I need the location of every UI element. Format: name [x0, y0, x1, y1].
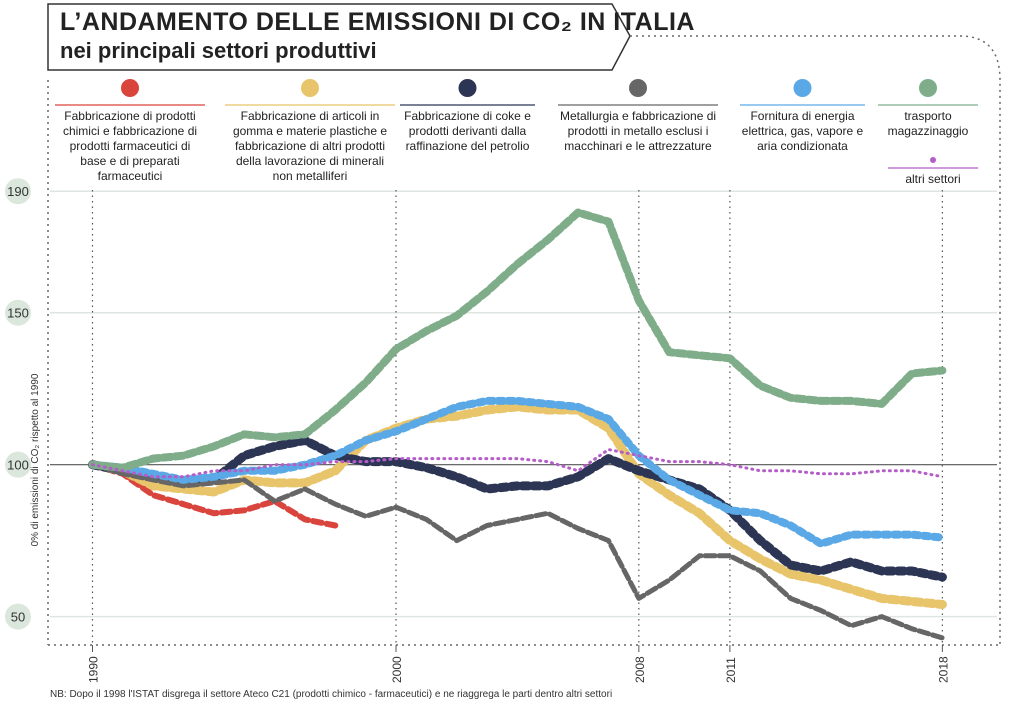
- y-tick-badge: [5, 451, 31, 478]
- legend-icon: [793, 79, 812, 97]
- x-tick-label: 2018: [936, 656, 950, 683]
- legend-label: altri settori: [905, 172, 961, 186]
- title-box: [47, 3, 631, 71]
- x-tick-label: 2011: [724, 657, 738, 683]
- series-line: [88, 435, 947, 582]
- legend-icon: [930, 157, 936, 163]
- x-tick-label: 2000: [390, 656, 404, 683]
- legend-icon: [919, 79, 937, 97]
- y-tick-badge: [5, 603, 31, 630]
- y-tick-label: 50: [11, 610, 25, 625]
- legend-icon: [629, 79, 647, 97]
- x-tick-label: 1990: [86, 656, 100, 683]
- legend-label: Fornitura di energia elettrica, gas, vap…: [741, 109, 864, 153]
- y-tick-label: 100: [7, 458, 29, 473]
- series-line: [90, 462, 945, 641]
- legend-label: Metallurgia e fabbricazione di prodotti …: [559, 109, 717, 153]
- y-tick-label: 150: [7, 306, 29, 321]
- legend-label: trasporto magazzinaggio: [887, 109, 969, 138]
- legend-icon: [301, 79, 319, 97]
- y-tick-label: 190: [7, 184, 29, 199]
- y-tick-badge: [5, 178, 31, 205]
- legend-icon: [121, 79, 139, 97]
- series-line: [91, 448, 944, 479]
- chart-title: L’ANDAMENTO DELLE EMISSIONI DI CO₂ IN IT…: [60, 8, 695, 36]
- y-axis-label: 0% di emissioni di CO₂ rispetto al 1990: [30, 373, 41, 546]
- note: NB: Dopo il 1998 l'ISTAT disgrega il set…: [50, 689, 613, 700]
- legend-label: Fabbricazione di prodotti chimici e fabb…: [62, 109, 198, 183]
- series-line: [89, 461, 339, 529]
- frame-line: [630, 35, 1001, 645]
- x-tick-label: 2008: [633, 656, 647, 683]
- legend-label: Fabbricazione di articoli in gomma e mat…: [232, 109, 388, 183]
- y-tick-badge: [5, 299, 31, 326]
- chart-subtitle: nei principali settori produttivi: [60, 38, 377, 63]
- series-line: [88, 402, 947, 609]
- series-line: [88, 208, 947, 472]
- legend-label: Fabbricazione di coke e prodotti derivan…: [404, 109, 531, 153]
- legend-icon: [458, 79, 477, 97]
- series-line: [88, 396, 947, 548]
